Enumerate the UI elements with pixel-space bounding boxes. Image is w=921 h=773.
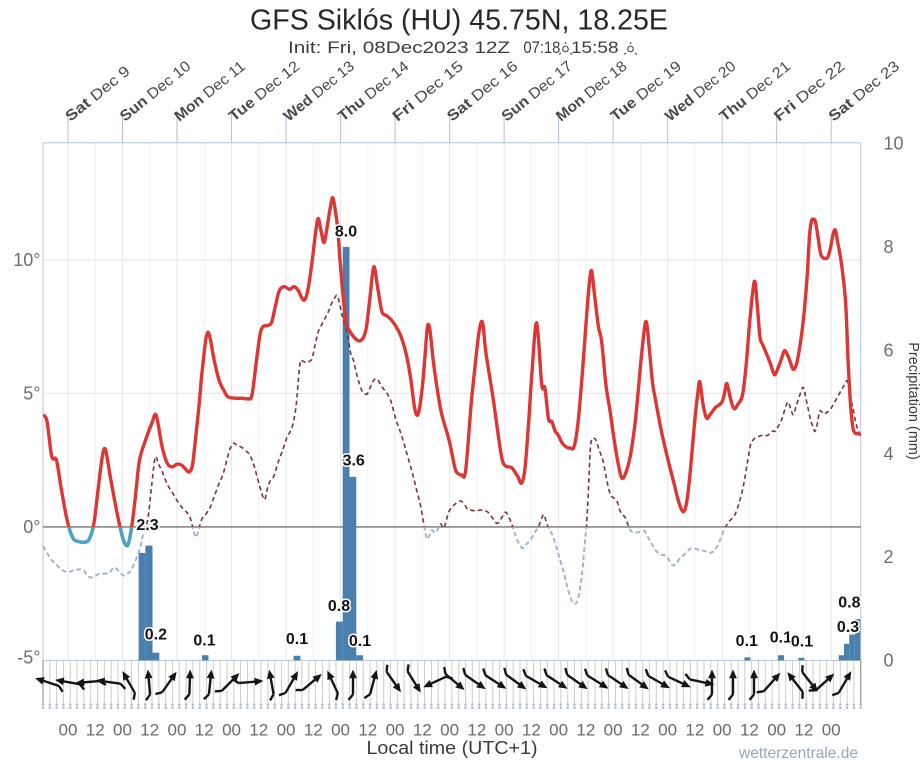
svg-text:00: 00	[277, 721, 296, 740]
svg-text:0.1: 0.1	[349, 633, 371, 650]
svg-text:4: 4	[884, 444, 894, 464]
svg-text:2.3: 2.3	[136, 517, 158, 534]
svg-text:00: 00	[713, 721, 732, 740]
svg-text:00: 00	[168, 721, 187, 740]
svg-text:2: 2	[884, 547, 894, 567]
svg-text:0.1: 0.1	[791, 634, 813, 651]
svg-text:0.1: 0.1	[770, 630, 792, 647]
svg-text:Precipitation (mm): Precipitation (mm)	[905, 342, 921, 460]
svg-text:12: 12	[249, 721, 268, 740]
svg-text:12: 12	[358, 721, 377, 740]
svg-text:0.8: 0.8	[838, 595, 860, 612]
svg-text:00: 00	[767, 721, 786, 740]
svg-text:GFS Siklós (HU) 45.75N, 18.25E: GFS Siklós (HU) 45.75N, 18.25E	[250, 5, 668, 37]
svg-text:wetterzentrale.de: wetterzentrale.de	[738, 745, 858, 762]
svg-text:12: 12	[576, 721, 595, 740]
svg-text:00: 00	[440, 721, 459, 740]
svg-text:10°: 10°	[13, 250, 40, 270]
svg-text:6: 6	[884, 341, 894, 361]
svg-text:00: 00	[549, 721, 568, 740]
svg-text:12: 12	[685, 721, 704, 740]
svg-text:0.1: 0.1	[286, 631, 308, 648]
svg-text:0.3: 0.3	[837, 619, 859, 636]
svg-text:00: 00	[822, 721, 841, 740]
svg-text:12: 12	[413, 721, 432, 740]
svg-text:00: 00	[495, 721, 514, 740]
svg-text:0.1: 0.1	[193, 633, 215, 650]
svg-text:07:18: 07:18	[523, 38, 560, 57]
svg-text:8: 8	[884, 237, 894, 257]
svg-text:3.6: 3.6	[343, 453, 365, 470]
svg-text:12: 12	[140, 721, 159, 740]
svg-text:0: 0	[884, 650, 894, 670]
svg-text:10: 10	[884, 134, 904, 154]
svg-text:12: 12	[794, 721, 813, 740]
svg-text:-5°: -5°	[17, 648, 40, 668]
svg-text:12: 12	[522, 721, 541, 740]
svg-text:5°: 5°	[23, 383, 40, 403]
svg-text:00: 00	[331, 721, 350, 740]
svg-text:Local time (UTC+1): Local time (UTC+1)	[367, 738, 538, 758]
svg-text:12: 12	[86, 721, 105, 740]
svg-text:0.2: 0.2	[145, 627, 167, 644]
svg-text:Init: Fri, 08Dec2023 12Z: Init: Fri, 08Dec2023 12Z	[288, 38, 510, 57]
svg-text:12: 12	[740, 721, 759, 740]
svg-text:00: 00	[222, 721, 241, 740]
svg-text:12: 12	[467, 721, 486, 740]
svg-text:0.8: 0.8	[328, 598, 350, 615]
svg-text:00: 00	[604, 721, 623, 740]
svg-text:00: 00	[386, 721, 405, 740]
svg-text:00: 00	[59, 721, 78, 740]
svg-text:12: 12	[304, 721, 323, 740]
svg-text:15:58: 15:58	[571, 38, 619, 57]
svg-text:0.1: 0.1	[736, 633, 758, 650]
svg-text:12: 12	[631, 721, 650, 740]
svg-text:00: 00	[113, 721, 132, 740]
svg-text:12: 12	[195, 721, 214, 740]
svg-text:00: 00	[658, 721, 677, 740]
svg-text:8.0: 8.0	[335, 224, 357, 241]
svg-text:0°: 0°	[23, 517, 40, 537]
